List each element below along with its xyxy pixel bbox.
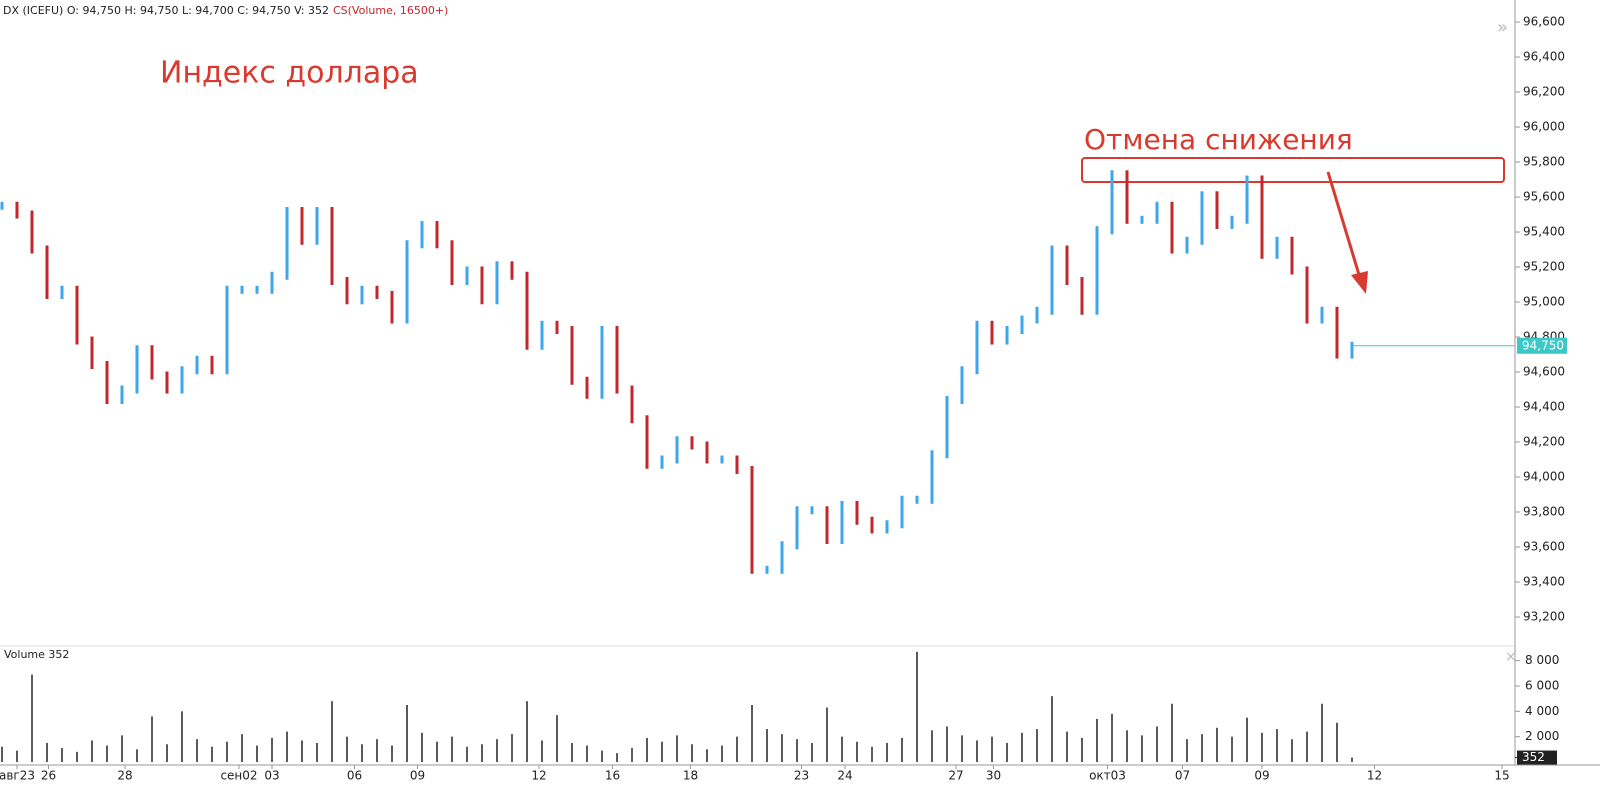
volume-y-tick-label: 4 000 [1525, 704, 1559, 718]
x-tick-label: 23 [794, 769, 809, 783]
chart-title: Индекс доллара [160, 56, 419, 91]
x-tick-label: 28 [117, 769, 132, 783]
y-tick-label: 96,600 [1523, 15, 1565, 29]
close-icon[interactable]: × [1505, 649, 1517, 665]
y-tick-label: 94,400 [1523, 400, 1565, 414]
volume-title: Volume 352 [4, 648, 69, 661]
annotation: Отмена снижения [1084, 123, 1353, 156]
x-tick-label: 03 [264, 769, 279, 783]
y-tick-label: 96,000 [1523, 120, 1565, 134]
x-tick-label: 15 [1494, 769, 1509, 783]
study-label: CS(Volume, 16500+) [332, 4, 449, 17]
x-tick-label: окт03 [1089, 769, 1126, 783]
x-tick-label: 30 [986, 769, 1001, 783]
x-tick-label: 09 [1254, 769, 1269, 783]
volume-y-tick-label: 2 000 [1525, 729, 1559, 743]
volume-y-tick-label: 8 000 [1525, 653, 1559, 667]
x-tick-label: 06 [347, 769, 362, 783]
y-tick-label: 94,600 [1523, 365, 1565, 379]
arrow-head [1351, 271, 1368, 294]
header: DX (ICEFU) O: 94,750 H: 94,750 L: 94,700… [3, 4, 448, 17]
y-tick-label: 95,800 [1523, 155, 1565, 169]
header-text: DX (ICEFU) O: 94,750 H: 94,750 L: 94,700… [3, 4, 329, 17]
y-tick-label: 95,000 [1523, 295, 1565, 309]
last-price-box [1517, 337, 1567, 354]
y-tick-label: 93,400 [1523, 575, 1565, 589]
y-tick-label: 96,200 [1523, 85, 1565, 99]
y-tick-label: 93,800 [1523, 505, 1565, 519]
x-tick-label: 24 [837, 769, 852, 783]
y-tick-label: 95,400 [1523, 225, 1565, 239]
annotation-box [1081, 157, 1505, 183]
y-tick-label: 93,200 [1523, 610, 1565, 624]
y-tick-label: 93,600 [1523, 540, 1565, 554]
x-tick-label: авг23 [0, 769, 35, 783]
x-tick-label: 07 [1175, 769, 1190, 783]
y-tick-label: 95,200 [1523, 260, 1565, 274]
collapse-icon[interactable]: » [1497, 17, 1508, 38]
annotation-arrow [1326, 171, 1362, 279]
y-tick-label: 96,400 [1523, 50, 1565, 64]
y-tick-label: 95,600 [1523, 190, 1565, 204]
x-tick-label: 12 [1367, 769, 1382, 783]
y-tick-label: 94,000 [1523, 470, 1565, 484]
last-volume-box [1517, 750, 1557, 765]
volume-y-tick-label: 6 000 [1525, 679, 1559, 693]
x-tick-label: 12 [531, 769, 546, 783]
y-tick-label: 94,200 [1523, 435, 1565, 449]
x-tick-label: 16 [605, 769, 620, 783]
x-tick-label: сен02 [220, 769, 257, 783]
x-tick-label: 18 [683, 769, 698, 783]
x-tick-label: 09 [410, 769, 425, 783]
last-volume-label: 352 [1522, 750, 1545, 764]
last-price-label: 94,750 [1522, 338, 1564, 352]
x-tick-label: 26 [41, 769, 56, 783]
x-tick-label: 27 [948, 769, 963, 783]
